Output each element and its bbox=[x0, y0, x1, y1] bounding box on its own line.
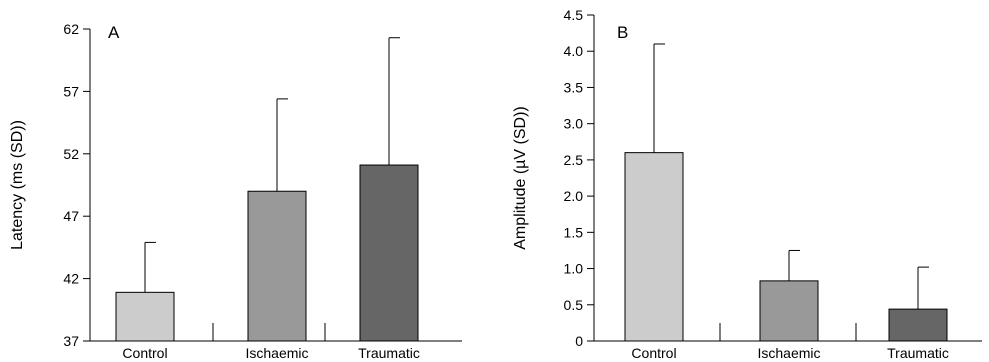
y-tick-label: 57 bbox=[63, 83, 79, 99]
panel-b-amplitude-chart: 0 0.5 1.0 1.5 2.0 2.5 3.0 3.5 4.0 4.5 Control Ischa… bbox=[512, 7, 982, 361]
y-axis-title: Latency (ms (SD)) bbox=[9, 120, 26, 250]
y-tick-label: 4.0 bbox=[564, 43, 584, 59]
bar-ischaemic bbox=[247, 190, 307, 342]
y-tick-label: 4.5 bbox=[564, 7, 584, 23]
bar-control bbox=[115, 291, 175, 342]
bar-traumatic bbox=[359, 164, 419, 342]
x-category-label: Ischaemic bbox=[245, 345, 308, 361]
x-category-label: Control bbox=[122, 345, 167, 361]
y-axis-title: Amplitude (µV (SD)) bbox=[512, 106, 529, 249]
panel-label: A bbox=[108, 23, 120, 42]
bar-control bbox=[624, 152, 684, 342]
y-tick-label: 62 bbox=[63, 21, 79, 37]
x-category-label: Control bbox=[631, 345, 676, 361]
panel-label: B bbox=[617, 23, 628, 42]
y-tick-label: 3.5 bbox=[564, 79, 584, 95]
y-tick-label: 37 bbox=[63, 333, 79, 349]
y-tick-label: 52 bbox=[63, 146, 79, 162]
x-category-label: Traumatic bbox=[887, 345, 949, 361]
y-tick-label: 47 bbox=[63, 208, 79, 224]
panel-a-latency-chart: 37 42 47 52 57 62 Control Ischaemic Traumatic A La… bbox=[9, 21, 462, 361]
x-category-label: Traumatic bbox=[358, 345, 420, 361]
y-tick-label: 3.0 bbox=[564, 116, 584, 132]
y-tick-label: 2.5 bbox=[564, 152, 584, 168]
x-category-label: Ischaemic bbox=[757, 345, 820, 361]
y-tick-label: 0.5 bbox=[564, 297, 584, 313]
bar-ischaemic bbox=[759, 280, 819, 342]
y-tick-label: 1.0 bbox=[564, 261, 584, 277]
y-tick-label: 0 bbox=[575, 333, 583, 349]
y-tick-label: 2.0 bbox=[564, 188, 584, 204]
y-tick-label: 1.5 bbox=[564, 224, 584, 240]
bar-traumatic bbox=[888, 308, 948, 342]
y-tick-label: 42 bbox=[63, 271, 79, 287]
